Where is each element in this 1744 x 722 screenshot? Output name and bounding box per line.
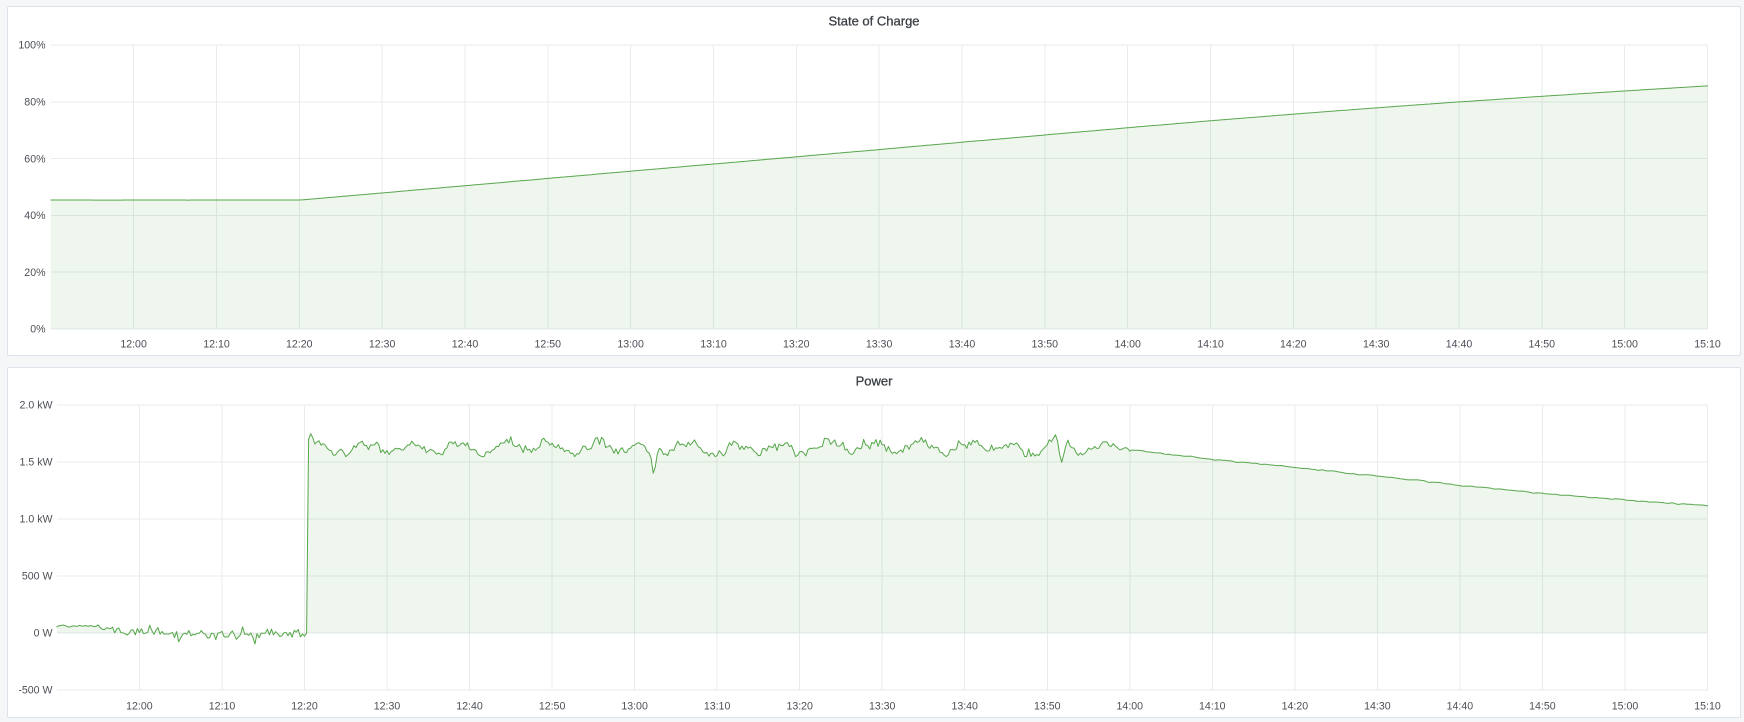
- svg-text:12:00: 12:00: [120, 339, 147, 351]
- svg-text:13:20: 13:20: [783, 339, 810, 351]
- svg-text:12:40: 12:40: [452, 339, 479, 351]
- svg-text:14:00: 14:00: [1117, 701, 1144, 713]
- svg-text:14:00: 14:00: [1114, 339, 1141, 351]
- svg-text:13:00: 13:00: [617, 339, 644, 351]
- svg-text:14:40: 14:40: [1446, 339, 1473, 351]
- svg-text:13:30: 13:30: [866, 339, 893, 351]
- svg-text:12:50: 12:50: [535, 339, 562, 351]
- svg-text:0 W: 0 W: [34, 628, 53, 640]
- svg-text:100%: 100%: [18, 40, 46, 52]
- svg-text:14:20: 14:20: [1282, 701, 1309, 713]
- svg-text:0%: 0%: [30, 324, 46, 336]
- svg-text:40%: 40%: [24, 210, 46, 222]
- svg-text:15:00: 15:00: [1612, 701, 1639, 713]
- svg-text:60%: 60%: [24, 153, 46, 165]
- svg-text:1.5 kW: 1.5 kW: [20, 457, 53, 469]
- svg-text:14:10: 14:10: [1199, 701, 1226, 713]
- svg-text:12:30: 12:30: [369, 339, 396, 351]
- svg-text:13:40: 13:40: [949, 339, 976, 351]
- svg-text:2.0 kW: 2.0 kW: [20, 400, 53, 412]
- svg-text:13:50: 13:50: [1032, 339, 1059, 351]
- svg-text:12:30: 12:30: [374, 701, 401, 713]
- svg-text:12:40: 12:40: [456, 701, 483, 713]
- svg-text:14:40: 14:40: [1447, 701, 1474, 713]
- svg-text:12:20: 12:20: [291, 701, 318, 713]
- svg-text:Power: Power: [856, 374, 894, 389]
- svg-text:13:00: 13:00: [621, 701, 648, 713]
- svg-text:14:30: 14:30: [1363, 339, 1390, 351]
- svg-text:12:50: 12:50: [539, 701, 566, 713]
- svg-text:14:50: 14:50: [1529, 339, 1556, 351]
- svg-text:13:50: 13:50: [1034, 701, 1061, 713]
- svg-text:13:20: 13:20: [786, 701, 813, 713]
- svg-text:12:10: 12:10: [203, 339, 230, 351]
- svg-text:15:10: 15:10: [1694, 339, 1721, 351]
- svg-text:80%: 80%: [24, 97, 46, 109]
- svg-text:13:10: 13:10: [704, 701, 731, 713]
- svg-text:14:10: 14:10: [1197, 339, 1224, 351]
- svg-text:14:20: 14:20: [1280, 339, 1307, 351]
- svg-text:500 W: 500 W: [22, 571, 53, 583]
- svg-text:15:10: 15:10: [1694, 701, 1721, 713]
- svg-text:13:40: 13:40: [951, 701, 978, 713]
- svg-text:15:00: 15:00: [1611, 339, 1638, 351]
- svg-text:-500 W: -500 W: [18, 685, 52, 697]
- svg-text:14:30: 14:30: [1364, 701, 1391, 713]
- svg-text:1.0 kW: 1.0 kW: [20, 514, 53, 526]
- svg-text:12:20: 12:20: [286, 339, 313, 351]
- svg-text:State of Charge: State of Charge: [828, 14, 919, 29]
- svg-text:20%: 20%: [24, 267, 46, 279]
- svg-text:12:00: 12:00: [126, 701, 153, 713]
- svg-text:14:50: 14:50: [1529, 701, 1556, 713]
- svg-text:13:30: 13:30: [869, 701, 896, 713]
- svg-text:13:10: 13:10: [700, 339, 727, 351]
- svg-text:12:10: 12:10: [209, 701, 236, 713]
